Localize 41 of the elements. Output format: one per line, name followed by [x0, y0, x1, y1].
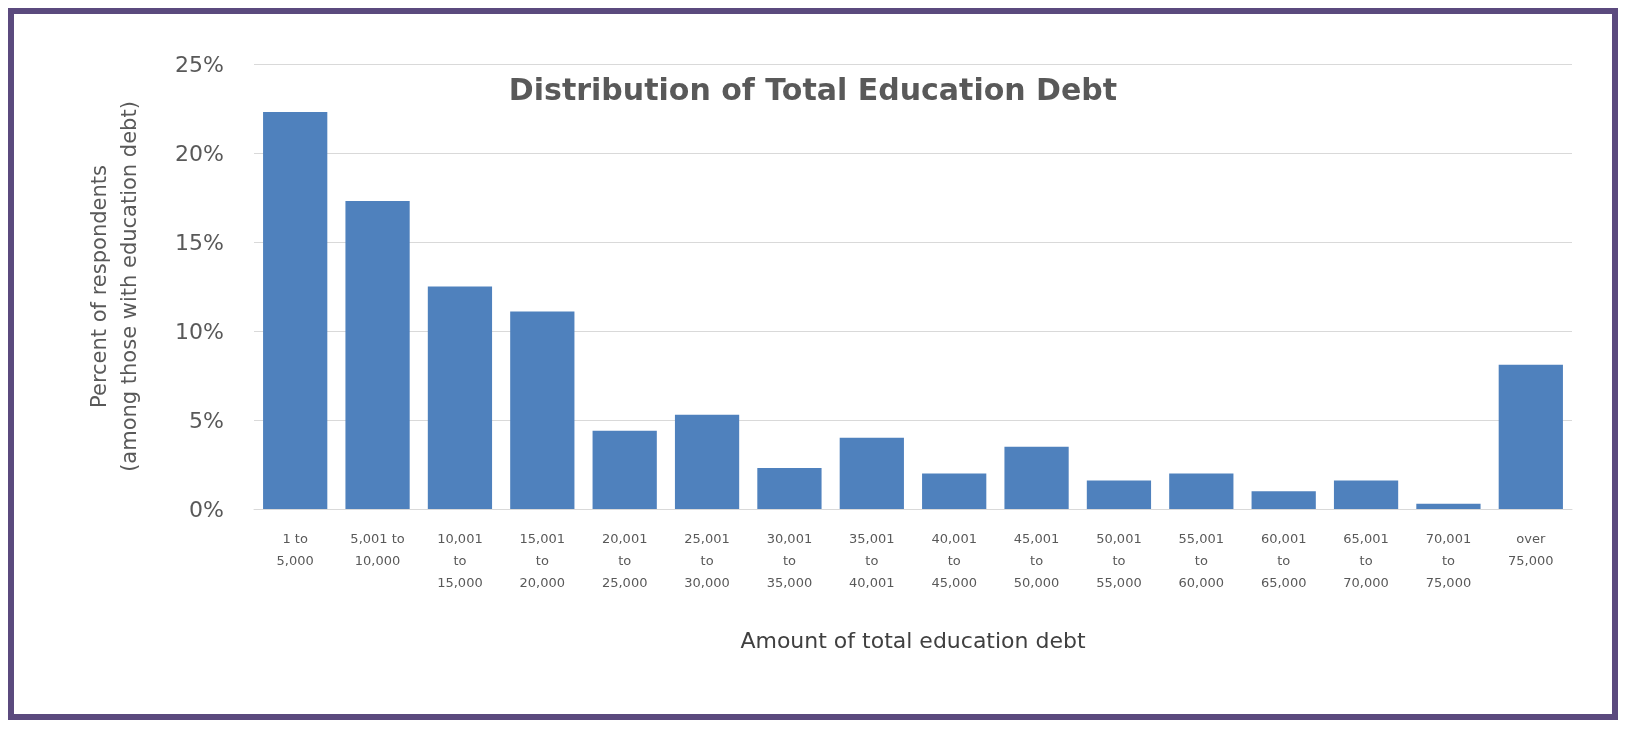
x-tick-label: 65,001 to 70,000 — [1343, 530, 1389, 590]
x-tick-label: 5,001 to 10,000 — [350, 530, 405, 568]
bar — [345, 201, 410, 509]
x-tick-label: 50,001 to 55,000 — [1096, 530, 1142, 590]
bar — [592, 430, 657, 509]
x-tick-label: 60,001 to 65,000 — [1260, 530, 1307, 590]
bar — [1416, 503, 1481, 509]
y-tick-label: 25% — [175, 51, 224, 77]
x-tick-label: 25,001 to 30,000 — [684, 530, 730, 590]
x-tick-label: 55,001 to 60,000 — [1178, 530, 1225, 590]
bar — [839, 437, 904, 509]
bar — [510, 311, 575, 509]
bar — [1169, 473, 1234, 509]
y-axis-title: Percent of respondents (among those with education debt) — [87, 101, 141, 472]
x-tick-label: 70,001 to 75,000 — [1425, 530, 1472, 590]
x-axis-title: Amount of total education debt — [740, 627, 1086, 653]
bar — [263, 112, 328, 509]
bar — [1251, 491, 1316, 509]
bar — [757, 468, 822, 509]
bar — [1333, 480, 1399, 509]
bar — [1004, 446, 1069, 509]
y-tick-label: 15% — [175, 229, 224, 255]
y-tick-label: 10% — [175, 318, 224, 344]
x-tick-label: 15,001 to 20,000 — [519, 530, 566, 590]
x-tick-label: 40,001 to 45,000 — [931, 530, 977, 590]
bar — [674, 414, 740, 509]
x-tick-label: 10,001 to 15,000 — [437, 530, 483, 590]
x-tick-label: 30,001 to 35,000 — [766, 530, 813, 590]
y-tick-label: 0% — [189, 496, 224, 522]
x-tick-label: 45,001 to 50,000 — [1013, 530, 1060, 590]
chart-title: Distribution of Total Education Debt — [508, 71, 1118, 107]
bar — [1498, 364, 1563, 509]
x-tick-label: 20,001 to 25,000 — [601, 530, 648, 590]
y-tick-label: 5% — [189, 407, 224, 433]
x-tick-label: 35,001 to 40,001 — [849, 530, 895, 590]
bar — [922, 473, 987, 509]
bar — [1086, 480, 1152, 509]
y-tick-label: 20% — [175, 140, 224, 166]
bar — [427, 286, 493, 509]
x-tick-label: 1 to 5,000 — [276, 530, 314, 568]
x-tick-label: over 75,000 — [1508, 530, 1554, 568]
